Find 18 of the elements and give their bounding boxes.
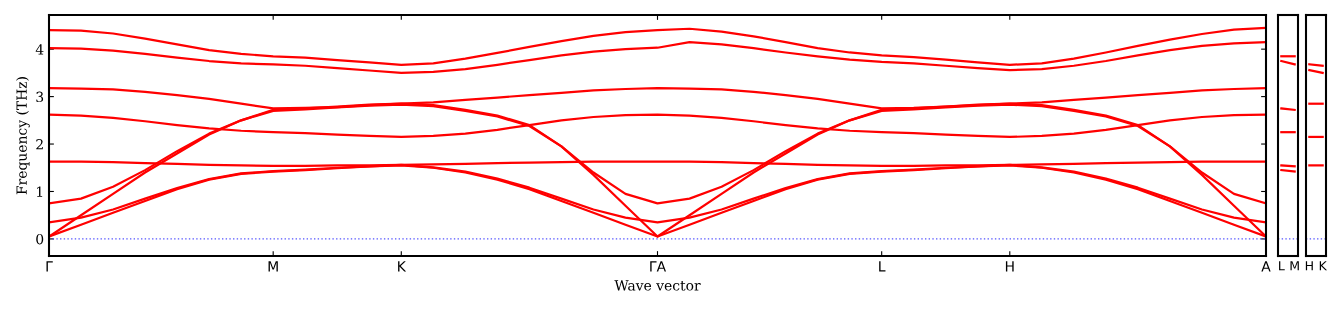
x-axis-title: Wave vector bbox=[614, 280, 701, 291]
x-tick-label: L bbox=[879, 261, 886, 272]
y-tick-label: 4 bbox=[35, 44, 44, 55]
x-tick-label: H bbox=[1005, 261, 1014, 272]
y-tick-label: 1 bbox=[37, 186, 43, 197]
x-tick-label: K bbox=[1319, 261, 1328, 271]
x-tick-label: H bbox=[1305, 261, 1313, 271]
x-tick-label: ΓA bbox=[650, 261, 666, 272]
x-tick-label: Γ bbox=[46, 261, 53, 272]
x-tick-label: A bbox=[1261, 261, 1271, 272]
x-tick-label: M bbox=[268, 261, 278, 272]
y-tick-label: 3 bbox=[36, 91, 44, 103]
y-tick-label: 0 bbox=[36, 233, 44, 245]
y-axis-title: Frequency (THz) bbox=[16, 77, 30, 195]
y-tick-label: 2 bbox=[36, 139, 43, 150]
x-tick-label: M bbox=[1290, 261, 1299, 271]
x-tick-label: L bbox=[1279, 261, 1285, 271]
x-tick-label: K bbox=[398, 261, 407, 272]
